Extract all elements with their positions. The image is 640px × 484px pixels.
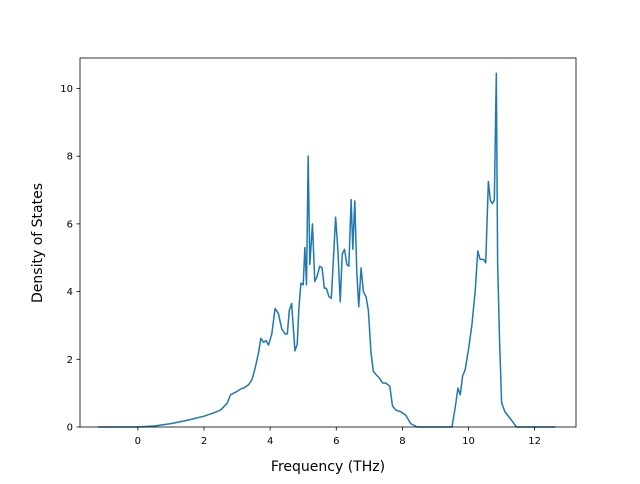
x-axis-ticks: 0 2 4 6 8 10 12 [135,427,541,447]
y-tick-label: 2 [67,355,73,366]
axes-frame [79,57,577,428]
x-tick-label: 8 [399,436,405,447]
plot-area [79,57,577,428]
y-tick-label: 4 [67,287,73,298]
x-tick-label: 12 [528,436,541,447]
x-tick-label: 2 [201,436,207,447]
x-axis-label: Frequency (THz) [271,459,385,475]
y-tick-label: 8 [67,152,73,163]
y-tick-label: 0 [67,423,73,434]
x-tick-label: 6 [333,436,339,447]
y-axis-label: Density of States [30,183,46,303]
y-tick-label: 10 [60,84,73,95]
dos-series-line [98,72,556,428]
y-axis-ticks: 0 2 4 6 8 10 [60,84,80,434]
x-tick-label: 4 [267,436,273,447]
x-tick-label: 10 [462,436,475,447]
x-tick-label: 0 [135,436,141,447]
y-tick-label: 6 [67,219,73,230]
